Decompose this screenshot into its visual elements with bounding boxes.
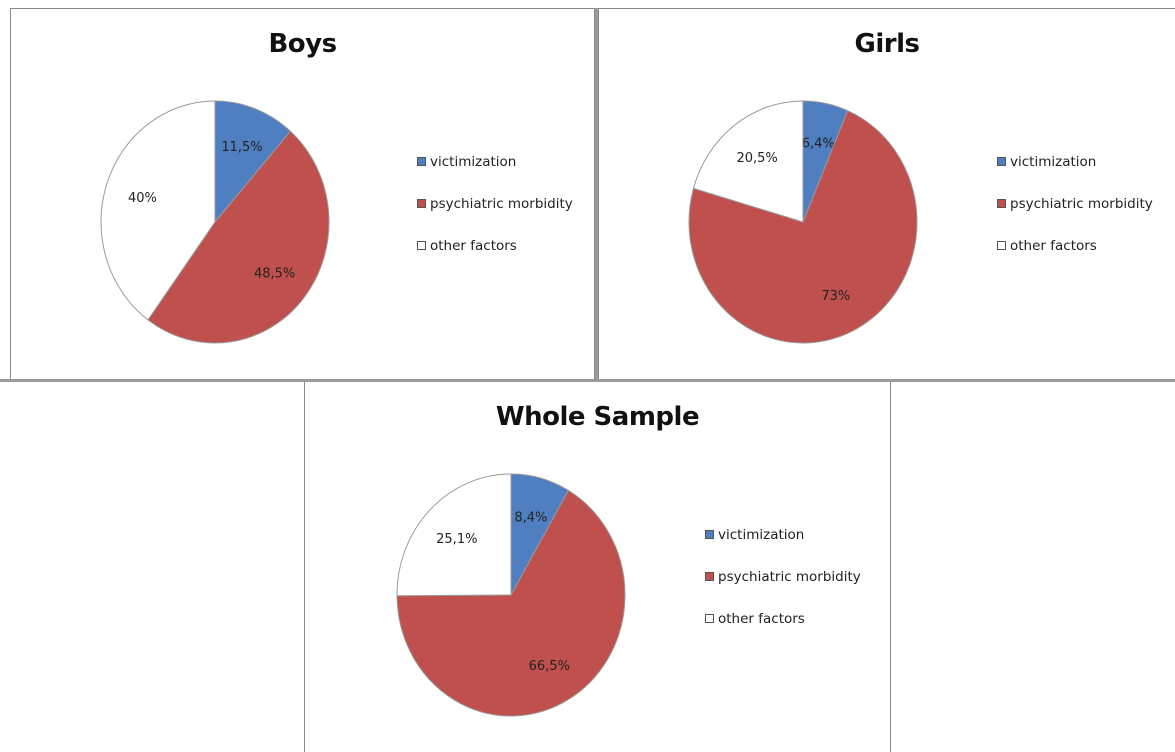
pie-slice-victimization	[214, 100, 292, 224]
chart-title: Whole Sample	[495, 402, 700, 432]
legend-label: psychiatric morbidity	[1010, 195, 1153, 212]
legend-swatch-psychiatric-morbidity	[705, 572, 714, 581]
legend-label: other factors	[1010, 237, 1097, 254]
legend-item-psychiatric-morbidity: psychiatric morbidity	[417, 193, 573, 214]
chart-legend: victimization psychiatric morbidity othe…	[997, 151, 1153, 277]
chart-title: Boys	[268, 29, 337, 59]
pie-slice-label-victimization: 8,4%	[514, 511, 547, 526]
pie-slice-label-victimization: 6,4%	[802, 137, 835, 152]
legend-swatch-other-factors	[997, 241, 1006, 250]
pie-slice-other-factors	[396, 473, 512, 597]
legend-swatch-other-factors	[705, 614, 714, 623]
pie-slice-label-psychiatric-morbidity: 73%	[821, 289, 850, 304]
legend-item-victimization: victimization	[997, 151, 1153, 172]
pie-slice-psychiatric-morbidity	[147, 130, 330, 344]
pie-slice-other-factors	[692, 100, 804, 223]
chart-legend: victimization psychiatric morbidity othe…	[705, 524, 861, 650]
legend-swatch-victimization	[705, 530, 714, 539]
legend-label: other factors	[430, 237, 517, 254]
pie-slice-label-psychiatric-morbidity: 66,5%	[529, 659, 570, 674]
legend-item-other-factors: other factors	[705, 608, 861, 629]
legend-label: psychiatric morbidity	[718, 568, 861, 585]
legend-label: victimization	[1010, 153, 1097, 170]
legend-item-psychiatric-morbidity: psychiatric morbidity	[705, 566, 861, 587]
whole-sample-pie-chart: 8,4% 66,5% 25,1%	[396, 473, 626, 717]
legend-swatch-victimization	[997, 157, 1006, 166]
column-divider	[595, 8, 598, 382]
pie-slice-psychiatric-morbidity	[688, 109, 918, 344]
legend-item-psychiatric-morbidity: psychiatric morbidity	[997, 193, 1153, 214]
legend-swatch-victimization	[417, 157, 426, 166]
pie-slice-label-other-factors: 25,1%	[436, 532, 477, 547]
row-divider	[0, 379, 1175, 382]
pie-slice-psychiatric-morbidity	[396, 489, 626, 717]
chart-title: Girls	[854, 29, 920, 59]
boys-pie-chart: 11,5% 48,5% 40%	[100, 100, 330, 344]
chart-legend: victimization psychiatric morbidity othe…	[417, 151, 573, 277]
legend-swatch-psychiatric-morbidity	[417, 199, 426, 208]
whole-sample-chart-panel: Whole Sample 8,4% 66,5% 25,1% victimizatio…	[304, 381, 891, 752]
girls-chart-panel: Girls 6,4% 73% 20,5% victimization psychia…	[598, 8, 1175, 380]
legend-swatch-other-factors	[417, 241, 426, 250]
pie-slice-label-psychiatric-morbidity: 48,5%	[254, 267, 295, 282]
legend-item-victimization: victimization	[417, 151, 573, 172]
pie-slice-other-factors	[100, 100, 216, 321]
pie-slice-label-other-factors: 40%	[128, 191, 157, 206]
legend-swatch-psychiatric-morbidity	[997, 199, 1006, 208]
legend-label: other factors	[718, 610, 805, 627]
girls-pie-chart: 6,4% 73% 20,5%	[688, 100, 918, 344]
pie-slice-label-other-factors: 20,5%	[736, 151, 777, 166]
legend-item-other-factors: other factors	[417, 235, 573, 256]
legend-label: victimization	[718, 526, 805, 543]
legend-item-victimization: victimization	[705, 524, 861, 545]
pie-slice-label-victimization: 11,5%	[221, 140, 262, 155]
boys-chart-panel: Boys 11,5% 48,5% 40% victimization psychia…	[10, 8, 595, 380]
legend-item-other-factors: other factors	[997, 235, 1153, 256]
legend-label: psychiatric morbidity	[430, 195, 573, 212]
legend-label: victimization	[430, 153, 517, 170]
